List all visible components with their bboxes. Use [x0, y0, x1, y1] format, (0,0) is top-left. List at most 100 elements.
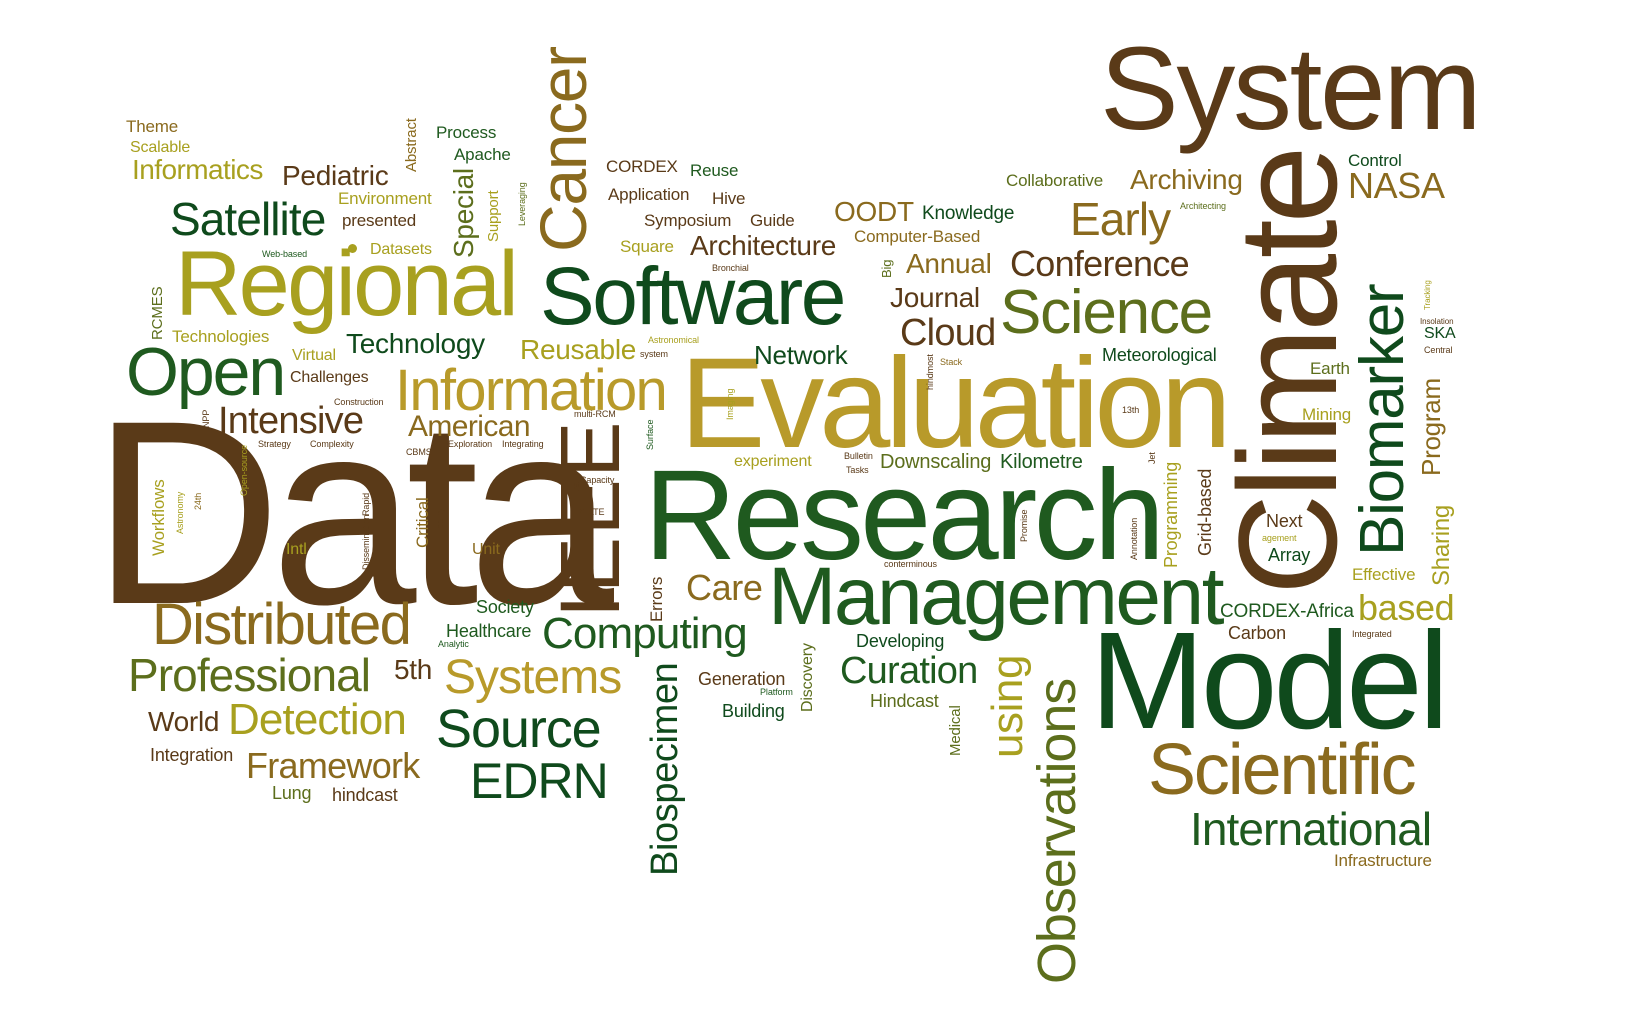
word-early: Early — [1070, 196, 1170, 242]
word-annotation: Annotation — [1130, 518, 1139, 560]
word-professional: Professional — [128, 652, 370, 698]
word-integrating: Integrating — [502, 440, 544, 449]
word-theme: Theme — [126, 118, 178, 135]
word-care: Care — [686, 570, 763, 606]
word-informatics: Informatics — [132, 156, 263, 184]
word-distributed: Distributed — [152, 596, 410, 654]
word-stack: Stack — [940, 358, 962, 367]
word-cbms: CBMS — [406, 448, 432, 457]
word-multi-rcm: multi-RCM — [574, 410, 616, 419]
word-conterminous: conterminous — [884, 560, 937, 569]
word-hindmost: hindmost — [926, 354, 935, 390]
word-network: Network — [754, 342, 848, 368]
word-technologies: Technologies — [172, 328, 269, 345]
word-presented: presented — [342, 212, 416, 229]
word-critical: Critical — [414, 497, 431, 548]
word-errors: Errors — [648, 577, 665, 622]
word-cloud-word: Cloud — [900, 314, 996, 352]
word-thirteenth: 13th — [1122, 406, 1139, 415]
word-annual: Annual — [906, 250, 992, 278]
word-management: Management — [768, 556, 1222, 638]
word-programming: Programming — [1162, 462, 1180, 568]
word-fidelity: Fidelity — [436, 508, 445, 536]
word-open: Open — [126, 338, 284, 406]
word-computing: Computing — [542, 612, 747, 656]
word-exploration: Exploration — [448, 440, 492, 449]
word-rapid: Rapid — [362, 493, 371, 516]
word-curation: Curation — [840, 652, 978, 690]
word-symposium: Symposium — [644, 212, 731, 229]
word-challenges: Challenges — [290, 370, 368, 386]
word-collaborative: Collaborative — [1006, 172, 1103, 189]
word-reuse: Reuse — [690, 162, 738, 179]
word-promise: Promise — [1020, 510, 1029, 542]
word-downscaling: Downscaling — [880, 452, 991, 472]
word-twenty-fourth: 24th — [194, 493, 203, 510]
word-system: System — [1100, 30, 1479, 148]
word-process: Process — [436, 124, 496, 141]
word-technology: Technology — [346, 330, 485, 358]
word-grid-based: Grid-based — [1196, 469, 1214, 556]
word-discovery: Discovery — [800, 643, 816, 712]
word-generation: Generation — [698, 670, 785, 688]
word-journal: Journal — [890, 284, 980, 312]
word-jet: Jet — [1148, 452, 1157, 464]
word-cordex: CORDEX — [606, 158, 678, 175]
word-era: Era — [572, 482, 581, 496]
word-analytic: Analytic — [438, 640, 469, 649]
word-bulletin: Bulletin — [844, 452, 873, 461]
word-world: World — [148, 708, 219, 736]
word-hive: Hive — [712, 190, 745, 207]
word-ska: SKA — [1424, 326, 1456, 342]
word-scientific: Scientific — [1148, 734, 1415, 806]
word-insolation: Insolation — [1420, 318, 1453, 326]
word-strategy: Strategy — [258, 440, 291, 449]
word-detection: Detection — [228, 698, 406, 742]
word-oodt: OODT — [834, 198, 914, 226]
decorative-dot — [348, 244, 357, 253]
word-developing: Developing — [856, 632, 944, 650]
word-hindcast: Hindcast — [870, 692, 939, 710]
word-hindcast-lower: hindcast — [332, 786, 398, 804]
word-climate: Climate — [1218, 150, 1358, 595]
word-computer-based: Computer-Based — [854, 228, 980, 245]
word-architecture: Architecture — [690, 232, 836, 260]
word-web-based: Web-based — [262, 250, 307, 259]
word-imaging: Imaging — [726, 389, 735, 420]
word-scalable: Scalable — [130, 140, 190, 156]
word-unit: Unit — [472, 542, 500, 558]
word-edrn: EDRN — [470, 756, 608, 806]
word-framework: Framework — [246, 748, 420, 784]
word-biospecimen: Biospecimen — [646, 663, 684, 876]
word-observations: Observations — [1030, 679, 1084, 984]
word-intl: Intl — [286, 542, 307, 558]
word-integration: Integration — [150, 746, 233, 764]
word-cancer: Cancer — [530, 47, 596, 252]
word-international: International — [1190, 806, 1431, 852]
word-lung: Lung — [272, 784, 311, 802]
word-carbon: Carbon — [1228, 624, 1286, 642]
word-platform: Platform — [760, 688, 793, 697]
word-satellite: Satellite — [170, 196, 325, 242]
word-abstract: Abstract — [404, 118, 419, 172]
word-ieee: IEEE — [548, 420, 632, 618]
word-virtual: Virtual — [292, 348, 336, 364]
word-program: Program — [1418, 378, 1444, 476]
word-society: Society — [476, 598, 534, 616]
word-surface: Surface — [646, 420, 655, 450]
word-workflows: Workflows — [150, 479, 167, 556]
word-healthcare: Healthcare — [446, 622, 531, 640]
word-rcmes: RCMES — [150, 287, 165, 340]
word-pediatric: Pediatric — [282, 162, 388, 190]
word-medical: Medical — [948, 705, 963, 756]
word-tracking: Tracking — [1424, 280, 1432, 310]
word-sharing: Sharing — [1430, 505, 1454, 586]
word-source: Source — [436, 702, 601, 756]
word-experiment: experiment — [734, 454, 812, 470]
word-astronomy: Astronomy — [176, 492, 185, 534]
word-leveraging: Leveraging — [518, 182, 527, 226]
word-apache: Apache — [454, 146, 511, 163]
word-square: Square — [620, 238, 674, 255]
word-open-source: Open-source — [240, 445, 249, 496]
